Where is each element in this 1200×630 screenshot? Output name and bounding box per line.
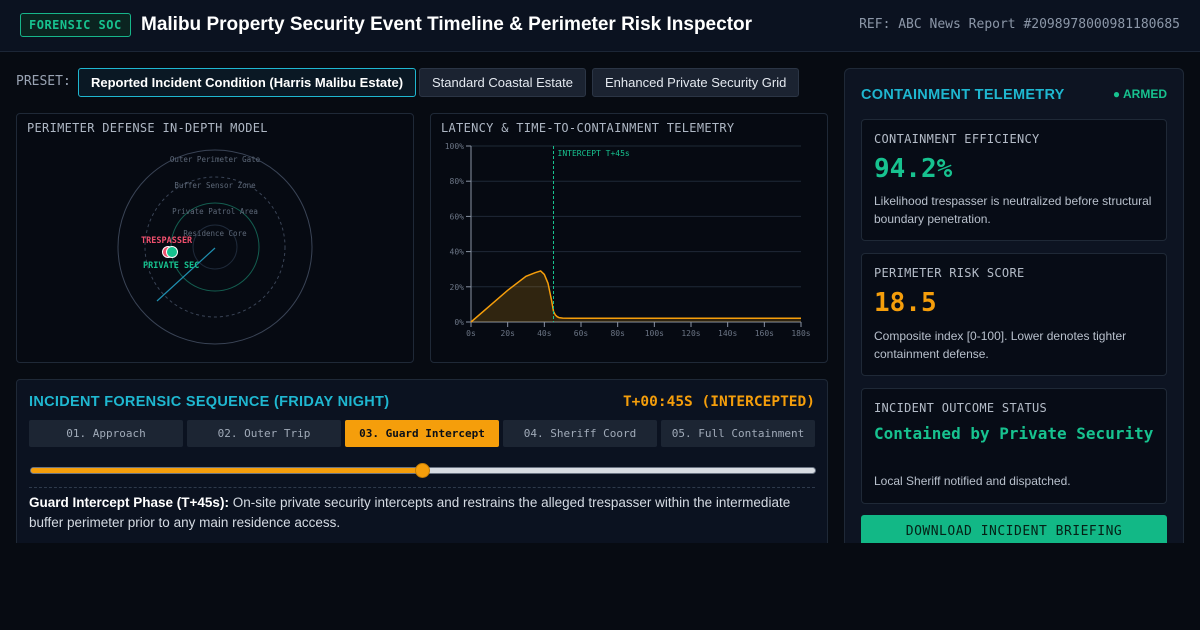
x-tick-label: 20s xyxy=(500,329,515,338)
step-outer-trip-button[interactable]: 02. Outer Trip xyxy=(187,420,341,447)
phase-description-body: On-site private security intercepts and … xyxy=(29,495,791,530)
step-sheriff-coord-button[interactable]: 04. Sheriff Coord xyxy=(503,420,657,447)
phase-description-heading: Guard Intercept Phase (T+45s): xyxy=(29,495,229,510)
latency-series-line xyxy=(470,270,801,323)
latency-area-fill xyxy=(471,270,801,322)
step-full-containment-button[interactable]: 05. Full Containment xyxy=(661,420,815,447)
x-tick-label: 80s xyxy=(610,329,625,338)
ring-label-buffer: Buffer Sensor Zone xyxy=(174,181,256,190)
step-approach-button[interactable]: 01. Approach xyxy=(29,420,183,447)
efficiency-note: Likelihood trespasser is neutralized bef… xyxy=(874,194,1152,226)
x-tick-label: 160s xyxy=(755,329,774,338)
phase-description: Guard Intercept Phase (T+45s): On-site p… xyxy=(29,493,815,533)
outcome-value: Contained by Private Security xyxy=(874,424,1154,443)
outcome-note: Local Sheriff notified and dispatched. xyxy=(874,474,1071,488)
armed-status-badge: ● ARMED xyxy=(1112,87,1167,101)
private-security-label: PRIVATE SEC xyxy=(143,261,199,271)
preset-reported-incident-button[interactable]: Reported Incident Condition (Harris Mali… xyxy=(78,68,417,97)
efficiency-value: 94.2% xyxy=(874,154,953,184)
defense-model-diagram: Outer Perimeter Gate Buffer Sensor Zone … xyxy=(117,149,313,345)
x-tick-label: 40s xyxy=(537,329,552,338)
risk-score-label: PERIMETER RISK SCORE xyxy=(874,266,1025,280)
ring-label-core: Residence Core xyxy=(183,229,247,238)
y-tick-label: 20% xyxy=(450,283,465,292)
telemetry-chart-panel: LATENCY & TIME-TO-CONTAINMENT TELEMETRY … xyxy=(430,113,828,363)
app-title: Malibu Property Security Event Timeline … xyxy=(141,14,753,35)
outcome-card: INCIDENT OUTCOME STATUS Contained by Pri… xyxy=(861,388,1167,504)
risk-score-note: Composite index [0-100]. Lower denotes t… xyxy=(874,329,1127,361)
incident-sequence-panel: INCIDENT FORENSIC SEQUENCE (FRIDAY NIGHT… xyxy=(16,379,828,549)
x-tick-label: 60s xyxy=(574,329,589,338)
page-footer-background xyxy=(0,543,1200,630)
x-tick-label: 180s xyxy=(791,329,810,338)
private-security-marker xyxy=(166,246,178,258)
defense-model-title: PERIMETER DEFENSE IN-DEPTH MODEL xyxy=(27,121,268,135)
efficiency-card: CONTAINMENT EFFICIENCY 94.2% Likelihood … xyxy=(861,119,1167,241)
timeline-slider-thumb[interactable] xyxy=(415,463,430,478)
preset-standard-coastal-button[interactable]: Standard Coastal Estate xyxy=(419,68,586,97)
timeline-slider-fill xyxy=(31,468,423,473)
y-tick-label: 40% xyxy=(450,248,465,257)
telemetry-title: CONTAINMENT TELEMETRY xyxy=(861,87,1065,103)
outer-perimeter-ring xyxy=(117,149,313,345)
ring-label-patrol: Private Patrol Area xyxy=(172,207,258,216)
intercept-annotation-label: INTERCEPT T+45s xyxy=(558,149,630,158)
risk-score-value: 18.5 xyxy=(874,288,937,318)
sequence-divider xyxy=(29,487,815,488)
forensic-soc-badge: FORENSIC SOC xyxy=(20,13,131,37)
outcome-label: INCIDENT OUTCOME STATUS xyxy=(874,401,1048,415)
ring-label-outer: Outer Perimeter Gate xyxy=(170,155,261,164)
containment-telemetry-panel: CONTAINMENT TELEMETRY ● ARMED CONTAINMEN… xyxy=(844,68,1184,558)
trespasser-label: TRESPASSER xyxy=(141,236,193,246)
step-guard-intercept-button[interactable]: 03. Guard Intercept xyxy=(345,420,499,447)
chart-title: LATENCY & TIME-TO-CONTAINMENT TELEMETRY xyxy=(441,121,735,135)
defense-model-panel: PERIMETER DEFENSE IN-DEPTH MODEL Outer P… xyxy=(16,113,414,363)
timeline-slider[interactable] xyxy=(30,463,816,478)
latency-chart: 0% 20% 40% 60% 80% 100% 0s 20s 40s 60s 80s 100s 120s… xyxy=(445,142,811,338)
report-reference: REF: ABC News Report #209897800098118068… xyxy=(859,17,1180,32)
y-tick-label: 0% xyxy=(454,318,464,327)
app-header: FORENSIC SOC Malibu Property Security Ev… xyxy=(0,0,1200,52)
y-tick-label: 60% xyxy=(450,212,465,221)
y-tick-label: 80% xyxy=(450,177,465,186)
x-tick-label: 100s xyxy=(645,329,664,338)
y-tick-label: 100% xyxy=(445,142,464,151)
preset-label: PRESET: xyxy=(16,74,71,89)
x-tick-label: 0s xyxy=(466,329,476,338)
sequence-title: INCIDENT FORENSIC SEQUENCE (FRIDAY NIGHT… xyxy=(29,394,390,410)
intercept-path xyxy=(156,247,216,302)
private-patrol-ring xyxy=(170,202,260,292)
risk-score-card: PERIMETER RISK SCORE 18.5 Composite inde… xyxy=(861,253,1167,376)
efficiency-label: CONTAINMENT EFFICIENCY xyxy=(874,132,1040,146)
preset-enhanced-security-button[interactable]: Enhanced Private Security Grid xyxy=(592,68,800,97)
residence-core-ring xyxy=(192,224,238,270)
buffer-sensor-ring xyxy=(144,176,286,318)
x-tick-label: 120s xyxy=(681,329,700,338)
sequence-time-readout: T+00:45S (INTERCEPTED) xyxy=(622,394,815,410)
x-tick-label: 140s xyxy=(718,329,737,338)
